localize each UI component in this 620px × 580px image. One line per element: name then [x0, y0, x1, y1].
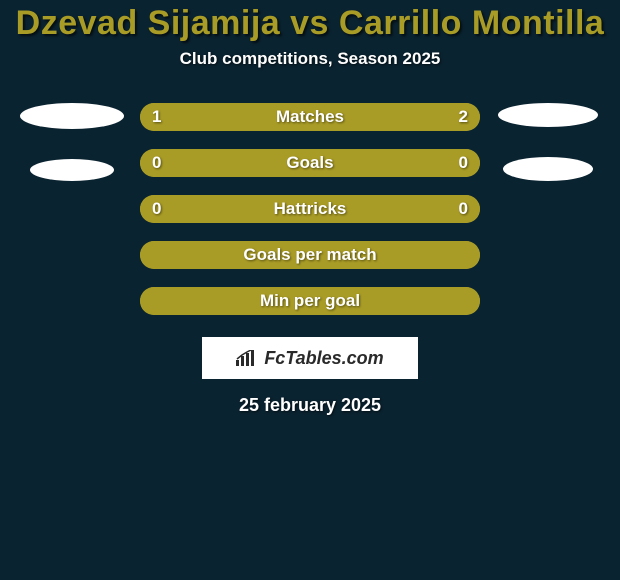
stat-bar-row: Min per goal: [140, 287, 480, 315]
stat-bar-row: Goals0 0: [140, 149, 480, 177]
bar-value-left: 0: [152, 195, 161, 223]
stat-bars: Matches12Goals00Hattricks00Goals per mat…: [140, 103, 480, 333]
title-left: Dzevad Sijamija: [16, 4, 281, 42]
right-player-badges: [498, 103, 598, 181]
stat-bar-row: Matches1 2: [140, 103, 480, 131]
content-root: Dzevad Sijamija vs Carrillo Montilla Clu…: [0, 0, 620, 580]
bar-value-right: 0: [459, 195, 468, 223]
compare-area: Matches12Goals00Hattricks00Goals per mat…: [0, 103, 620, 333]
team-badge-placeholder: [503, 157, 593, 181]
team-badge-placeholder: [20, 103, 124, 129]
logo-text: FcTables.com: [264, 348, 383, 369]
date-label: 25 february 2025: [0, 395, 620, 416]
bar-label: Matches: [140, 103, 480, 131]
stat-bar-row: Hattricks0 0: [140, 195, 480, 223]
stat-bar-row: Goals per match: [140, 241, 480, 269]
logo-box: FcTables.com: [202, 337, 418, 379]
bar-label: Hattricks: [140, 195, 480, 223]
left-player-badges: [22, 103, 122, 181]
bars-icon: [236, 350, 258, 366]
bar-label: Goals: [140, 149, 480, 177]
bar-value-right: 0: [459, 149, 468, 177]
team-badge-placeholder: [498, 103, 598, 127]
page-title: Dzevad Sijamija vs Carrillo Montilla: [0, 4, 620, 43]
bar-value-left: 1: [152, 103, 161, 131]
team-badge-placeholder: [30, 159, 114, 181]
title-right: Carrillo Montilla: [339, 4, 604, 42]
bar-value-left: 0: [152, 149, 161, 177]
bar-label: Min per goal: [140, 287, 480, 315]
title-sep: vs: [280, 4, 339, 42]
subtitle: Club competitions, Season 2025: [0, 49, 620, 69]
bar-value-right: 2: [459, 103, 468, 131]
bar-label: Goals per match: [140, 241, 480, 269]
